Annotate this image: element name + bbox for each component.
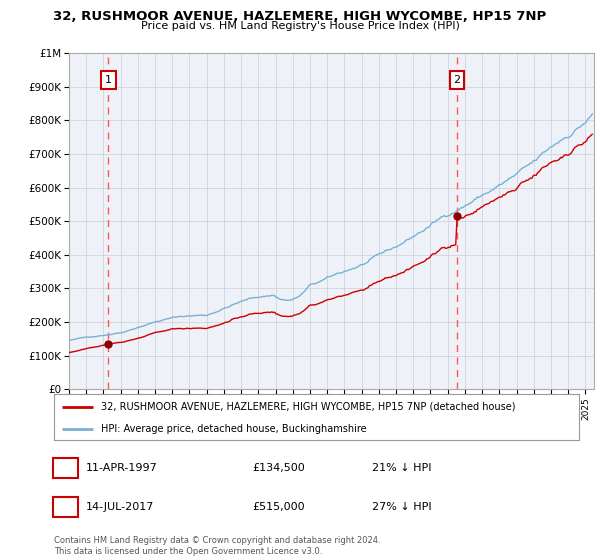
Text: 27% ↓ HPI: 27% ↓ HPI bbox=[372, 502, 431, 512]
Text: 11-APR-1997: 11-APR-1997 bbox=[86, 463, 158, 473]
Text: Contains HM Land Registry data © Crown copyright and database right 2024.
This d: Contains HM Land Registry data © Crown c… bbox=[54, 536, 380, 556]
Text: £134,500: £134,500 bbox=[252, 463, 305, 473]
Text: 14-JUL-2017: 14-JUL-2017 bbox=[86, 502, 154, 512]
Text: 1: 1 bbox=[105, 75, 112, 85]
Text: Price paid vs. HM Land Registry's House Price Index (HPI): Price paid vs. HM Land Registry's House … bbox=[140, 21, 460, 31]
Text: 21% ↓ HPI: 21% ↓ HPI bbox=[372, 463, 431, 473]
Text: £515,000: £515,000 bbox=[252, 502, 305, 512]
Text: 2: 2 bbox=[454, 75, 461, 85]
Text: 2: 2 bbox=[62, 502, 69, 512]
Text: HPI: Average price, detached house, Buckinghamshire: HPI: Average price, detached house, Buck… bbox=[101, 424, 367, 435]
Text: 32, RUSHMOOR AVENUE, HAZLEMERE, HIGH WYCOMBE, HP15 7NP: 32, RUSHMOOR AVENUE, HAZLEMERE, HIGH WYC… bbox=[53, 10, 547, 23]
Text: 32, RUSHMOOR AVENUE, HAZLEMERE, HIGH WYCOMBE, HP15 7NP (detached house): 32, RUSHMOOR AVENUE, HAZLEMERE, HIGH WYC… bbox=[101, 402, 516, 412]
Text: 1: 1 bbox=[62, 463, 69, 473]
